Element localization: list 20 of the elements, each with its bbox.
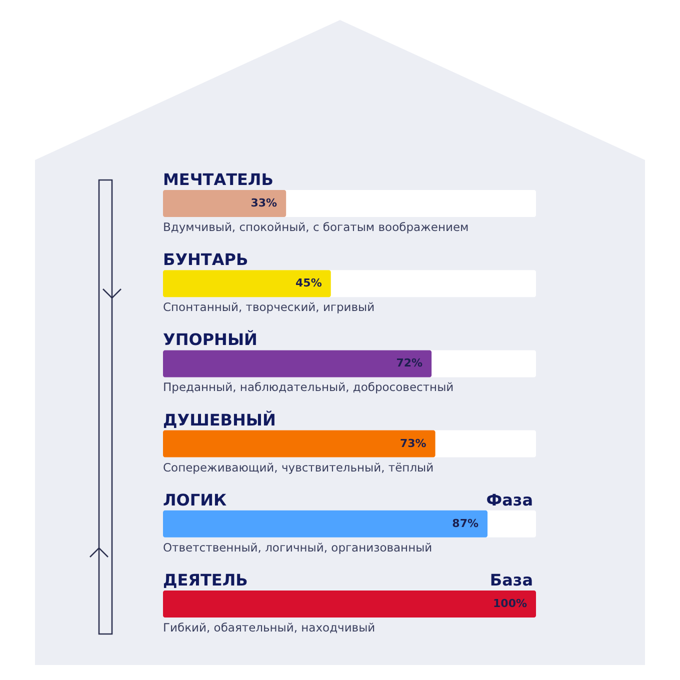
annotation: Спонтанный, творческий, игривый <box>163 300 375 314</box>
annotation: Фаза <box>486 490 533 510</box>
annotation: База <box>490 570 533 590</box>
annotation: Вдумчивый, спокойный, с богатым воображением <box>163 220 469 234</box>
annotation: Сопереживающий, чувствительный, тёплый <box>163 460 434 474</box>
y-tick-label: УПОРНЫЙ <box>163 330 258 350</box>
data-label: 33% <box>250 196 278 210</box>
data-label: 45% <box>296 276 322 290</box>
y-tick-label: ДУШЕВНЫЙ <box>163 410 276 430</box>
data-label: 87% <box>452 516 479 530</box>
data-label: 73% <box>400 436 426 450</box>
data-label: 100% <box>493 597 527 610</box>
y-tick-label: БУНТАРЬ <box>163 250 248 270</box>
y-tick-label: ДЕЯТЕЛЬ <box>163 570 248 590</box>
annotation: Преданный, наблюдательный, добросовестный <box>163 380 454 394</box>
annotation: Ответственный, логичный, организованный <box>163 540 432 554</box>
data-label: 72% <box>396 356 423 370</box>
text: Гибкий, обаятельный, находчивый <box>163 620 376 634</box>
y-tick-label: МЕЧТАТЕЛЬ <box>163 170 274 189</box>
y-tick-label: ЛОГИК <box>163 490 227 510</box>
